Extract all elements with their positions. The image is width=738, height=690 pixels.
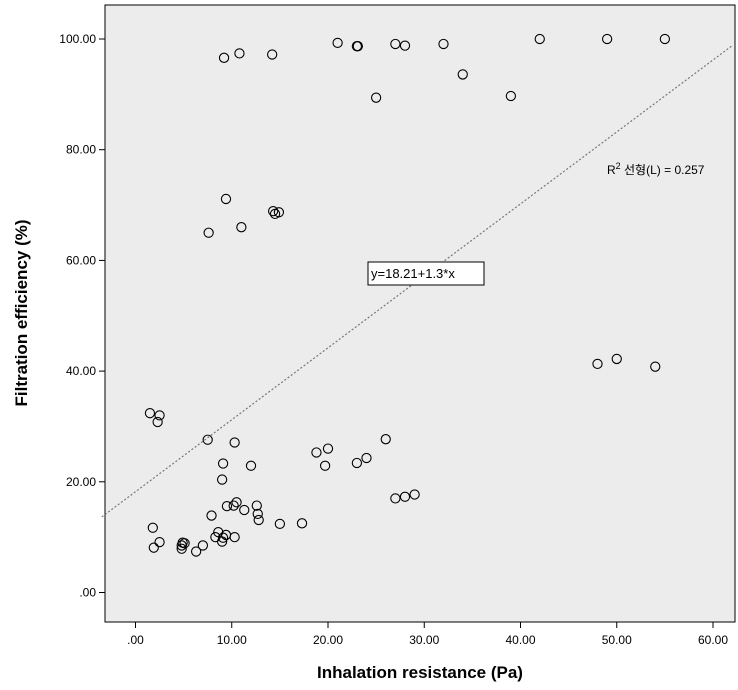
plot-area	[104, 4, 736, 623]
r-squared-prefix: R	[607, 163, 616, 177]
data-point	[234, 48, 245, 59]
x-tick-label: 30.00	[409, 633, 439, 647]
data-point	[505, 90, 517, 102]
equation-box-frame	[367, 261, 485, 286]
data-point	[361, 452, 372, 464]
data-point	[399, 40, 411, 51]
data-point	[217, 458, 229, 469]
data-point	[273, 207, 285, 218]
data-point	[206, 510, 217, 521]
data-point	[319, 460, 331, 471]
data-point	[203, 227, 214, 238]
data-point	[217, 532, 229, 543]
data-point	[154, 536, 165, 548]
x-axis-title: Inhalation resistance (Pa)	[317, 663, 523, 682]
data-point	[228, 500, 239, 511]
y-tick-label: .00	[79, 586, 96, 600]
x-tick-label: .00	[127, 633, 144, 647]
data-point	[239, 504, 250, 516]
x-axis: .00 10.00 20.00 30.00 40.00 50.00 60.00	[127, 622, 728, 647]
y-tick-label: 60.00	[66, 253, 96, 267]
data-point	[252, 508, 263, 520]
data-point	[659, 33, 671, 45]
data-point	[229, 437, 240, 448]
data-point	[229, 532, 240, 543]
data-point	[148, 542, 159, 553]
data-point	[399, 491, 411, 502]
data-point	[154, 410, 165, 421]
x-tick-label: 60.00	[698, 633, 728, 647]
data-point	[457, 69, 468, 80]
data-point	[179, 538, 190, 549]
data-point	[190, 546, 202, 557]
x-tick-label: 10.00	[217, 633, 247, 647]
data-point	[202, 434, 213, 445]
data-point	[409, 489, 420, 500]
data-point	[152, 416, 163, 428]
data-point	[221, 501, 233, 512]
data-point	[253, 514, 264, 526]
data-point	[267, 49, 278, 60]
data-point	[251, 500, 262, 511]
y-axis: .00 20.00 40.00 60.00 80.00 100.00	[59, 32, 105, 600]
y-tick-label: 80.00	[66, 143, 96, 157]
data-point	[216, 474, 228, 485]
data-point	[311, 447, 322, 458]
y-tick-label: 100.00	[59, 32, 96, 46]
x-tick-label: 40.00	[505, 633, 535, 647]
data-point	[370, 92, 382, 103]
data-point	[390, 493, 401, 504]
data-point	[245, 460, 257, 471]
data-point	[197, 540, 209, 551]
equation-box: y=18.21+1.3*x	[367, 261, 485, 286]
y-tick-label: 40.00	[66, 364, 96, 378]
equation-label: y=18.21+1.3*x	[371, 266, 455, 281]
data-point	[218, 52, 230, 63]
r-squared-superscript: 2	[616, 161, 621, 171]
data-point	[231, 497, 242, 508]
data-point	[601, 33, 613, 45]
r-squared-label: R2 선형(L) = 0.257	[607, 161, 705, 177]
data-point	[144, 408, 156, 419]
y-tick-label: 20.00	[66, 475, 96, 489]
data-point	[380, 434, 391, 445]
data-point	[147, 522, 158, 533]
data-point	[650, 361, 661, 372]
data-point	[220, 193, 232, 205]
data-point	[351, 457, 363, 469]
data-point	[267, 205, 279, 217]
data-point	[534, 33, 545, 45]
data-point	[592, 358, 603, 370]
data-point	[322, 443, 334, 454]
data-point	[236, 222, 247, 233]
data-point	[438, 38, 449, 50]
x-tick-label: 20.00	[313, 633, 343, 647]
data-point	[274, 518, 286, 530]
data-point	[352, 41, 363, 52]
data-point	[390, 38, 401, 50]
data-points	[144, 33, 671, 557]
r-squared-suffix: 선형(L) = 0.257	[621, 163, 705, 177]
x-tick-label: 50.00	[602, 633, 632, 647]
data-point	[176, 543, 187, 554]
y-axis-title: Filtration efficiency (%)	[12, 219, 31, 406]
data-point	[611, 353, 622, 365]
data-point	[332, 37, 343, 49]
data-point	[296, 518, 308, 529]
